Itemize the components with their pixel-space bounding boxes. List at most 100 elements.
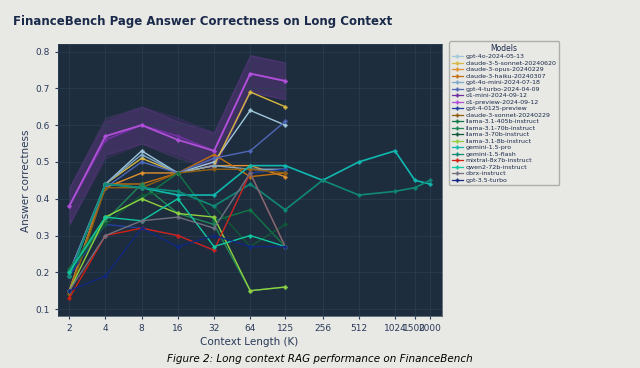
- gpt-4o-mini-2024-07-18: [102, 182, 109, 186]
- dbrx-instruct: [282, 244, 289, 249]
- o1-mini-2024-09-12: [138, 123, 145, 127]
- mixtral-8x7b-instruct: [246, 171, 254, 175]
- Line: claude-3-opus-20240229: claude-3-opus-20240229: [67, 164, 287, 274]
- llama-3.1-405b-instruct: [174, 171, 182, 175]
- gpt-4-0125-preview: [65, 274, 73, 278]
- llama-3.1-70b-instruct: [210, 222, 218, 227]
- Line: llama-3.1-70b-instruct: llama-3.1-70b-instruct: [67, 182, 287, 293]
- dbrx-instruct: [138, 219, 145, 223]
- o1-preview-2024-09-12: [138, 123, 145, 127]
- claude-3-haiku-20240307: [246, 174, 254, 179]
- o1-mini-2024-09-12: [246, 71, 254, 76]
- gemini-1.5-flash: [102, 182, 109, 186]
- claude-3-opus-20240229: [174, 171, 182, 175]
- gemini-1.5-pro: [138, 185, 145, 190]
- gpt-3.5-turbo: [102, 274, 109, 278]
- gemini-1.5-flash: [210, 204, 218, 208]
- gemini-1.5-flash: [355, 193, 363, 197]
- o1-mini-2024-09-12: [282, 79, 289, 83]
- gpt-4-0125-preview: [138, 226, 145, 230]
- gpt-4o-2024-05-13: [282, 123, 289, 127]
- gpt-4-turbo-2024-04-09: [282, 119, 289, 124]
- o1-mini-2024-09-12: [174, 134, 182, 138]
- qwen2-72b-instruct: [138, 219, 145, 223]
- o1-preview-2024-09-12: [282, 79, 289, 83]
- gemini-1.5-flash: [138, 185, 145, 190]
- llama-3-70b-instruct: [210, 204, 218, 208]
- o1-mini-2024-09-12: [102, 138, 109, 142]
- Line: gpt-4o-mini-2024-07-18: gpt-4o-mini-2024-07-18: [67, 153, 287, 274]
- Line: gpt-4-turbo-2024-04-09: gpt-4-turbo-2024-04-09: [67, 120, 287, 274]
- claude-3-sonnet-20240229: [210, 167, 218, 171]
- gemini-1.5-pro: [411, 178, 419, 183]
- llama-3.1-405b-instruct: [246, 208, 254, 212]
- gpt-4o-mini-2024-07-18: [282, 167, 289, 171]
- dbrx-instruct: [210, 226, 218, 230]
- claude-3-haiku-20240307: [138, 182, 145, 186]
- llama-3.1-70b-instruct: [246, 289, 254, 293]
- gemini-1.5-pro: [319, 178, 326, 183]
- dbrx-instruct: [246, 171, 254, 175]
- gpt-3.5-turbo: [174, 244, 182, 249]
- dbrx-instruct: [65, 289, 73, 293]
- gpt-4-0125-preview: [282, 167, 289, 171]
- llama-3-70b-instruct: [282, 222, 289, 227]
- o1-preview-2024-09-12: [102, 134, 109, 138]
- llama-3.1-8b-instruct: [174, 211, 182, 216]
- gpt-4-turbo-2024-04-09: [174, 171, 182, 175]
- gpt-4o-mini-2024-07-18: [138, 152, 145, 157]
- o1-mini-2024-09-12: [65, 204, 73, 208]
- gpt-3.5-turbo: [282, 244, 289, 249]
- mixtral-8x7b-instruct: [65, 296, 73, 300]
- gemini-1.5-flash: [411, 185, 419, 190]
- Line: gemini-1.5-pro: gemini-1.5-pro: [67, 149, 432, 278]
- Line: gpt-4-0125-preview: gpt-4-0125-preview: [67, 167, 287, 278]
- llama-3-70b-instruct: [246, 244, 254, 249]
- Text: Figure 2: Long context RAG performance on FinanceBench: Figure 2: Long context RAG performance o…: [167, 354, 473, 364]
- gemini-1.5-flash: [319, 178, 326, 183]
- Line: gpt-4o-2024-05-13: gpt-4o-2024-05-13: [67, 109, 287, 293]
- Line: gemini-1.5-flash: gemini-1.5-flash: [67, 178, 432, 278]
- claude-3-opus-20240229: [138, 171, 145, 175]
- Line: claude-3-5-sonnet-20240620: claude-3-5-sonnet-20240620: [67, 90, 287, 278]
- claude-3-haiku-20240307: [282, 171, 289, 175]
- gemini-1.5-pro: [102, 182, 109, 186]
- gpt-4-0125-preview: [102, 222, 109, 227]
- Line: llama-3.1-8b-instruct: llama-3.1-8b-instruct: [67, 197, 287, 293]
- qwen2-72b-instruct: [174, 197, 182, 201]
- claude-3-haiku-20240307: [102, 182, 109, 186]
- Y-axis label: Answer correctness: Answer correctness: [21, 129, 31, 231]
- qwen2-72b-instruct: [65, 270, 73, 275]
- llama-3.1-70b-instruct: [138, 182, 145, 186]
- gemini-1.5-flash: [246, 182, 254, 186]
- qwen2-72b-instruct: [102, 215, 109, 219]
- llama-3.1-70b-instruct: [282, 285, 289, 289]
- gemini-1.5-flash: [174, 189, 182, 194]
- llama-3.1-8b-instruct: [246, 289, 254, 293]
- gpt-3.5-turbo: [65, 289, 73, 293]
- gpt-3.5-turbo: [210, 233, 218, 238]
- claude-3-sonnet-20240229: [282, 171, 289, 175]
- gemini-1.5-flash: [282, 208, 289, 212]
- claude-3-5-sonnet-20240620: [246, 90, 254, 94]
- gemini-1.5-pro: [174, 193, 182, 197]
- claude-3-5-sonnet-20240620: [65, 274, 73, 278]
- Line: qwen2-72b-instruct: qwen2-72b-instruct: [67, 197, 287, 274]
- gemini-1.5-flash: [65, 274, 73, 278]
- gpt-4o-mini-2024-07-18: [65, 270, 73, 275]
- llama-3.1-8b-instruct: [65, 289, 73, 293]
- claude-3-sonnet-20240229: [246, 167, 254, 171]
- llama-3.1-405b-instruct: [282, 244, 289, 249]
- llama-3.1-8b-instruct: [282, 285, 289, 289]
- gpt-4o-2024-05-13: [65, 289, 73, 293]
- dbrx-instruct: [174, 215, 182, 219]
- llama-3-70b-instruct: [138, 193, 145, 197]
- o1-mini-2024-09-12: [210, 149, 218, 153]
- qwen2-72b-instruct: [246, 233, 254, 238]
- gpt-4o-mini-2024-07-18: [210, 163, 218, 168]
- Line: claude-3-sonnet-20240229: claude-3-sonnet-20240229: [67, 167, 287, 296]
- dbrx-instruct: [102, 233, 109, 238]
- llama-3.1-8b-instruct: [102, 215, 109, 219]
- claude-3-5-sonnet-20240620: [174, 171, 182, 175]
- gpt-4-0125-preview: [210, 248, 218, 252]
